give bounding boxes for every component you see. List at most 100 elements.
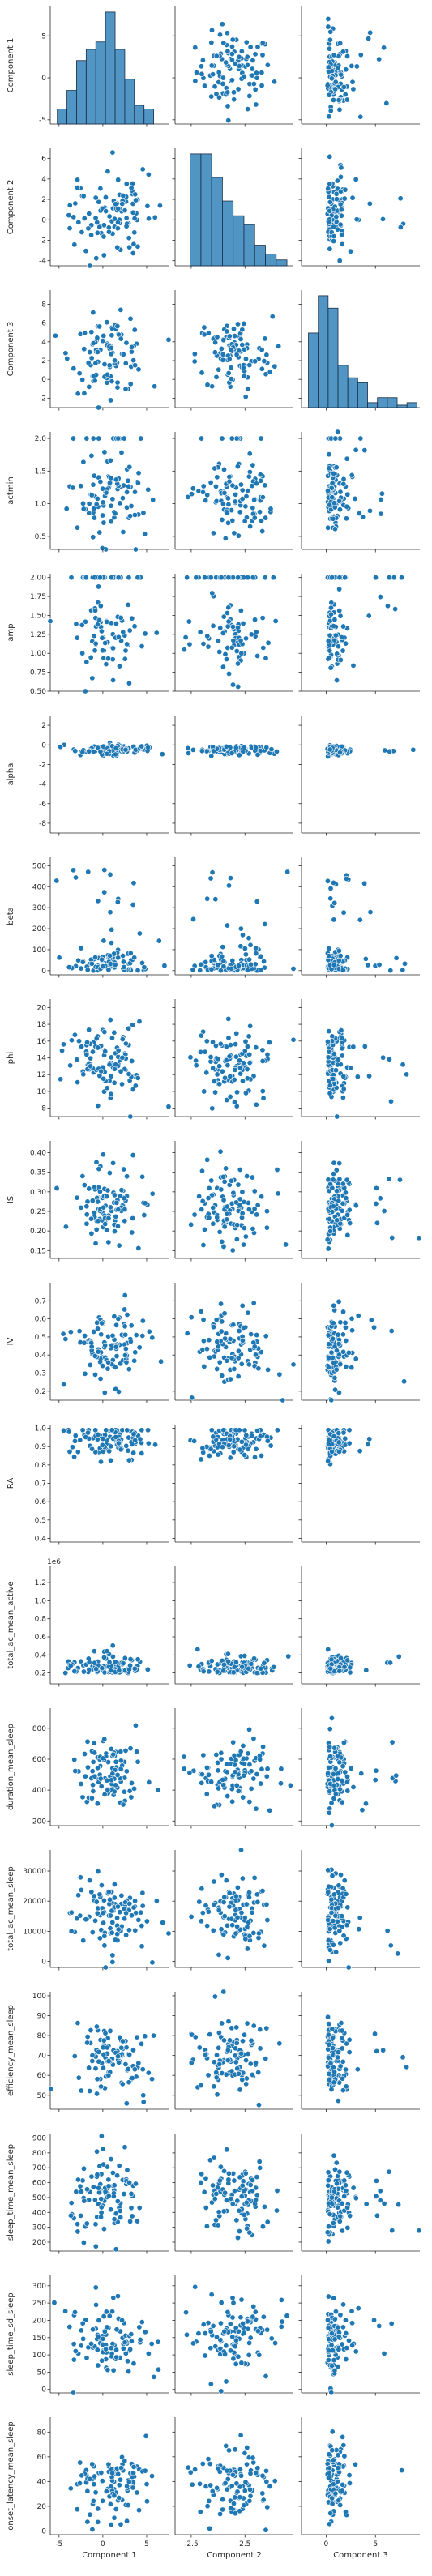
scatter-point bbox=[98, 2133, 105, 2139]
scatter-point bbox=[134, 2034, 140, 2040]
scatter-point bbox=[227, 875, 233, 882]
histogram-bar bbox=[105, 11, 116, 125]
scatter-point bbox=[237, 1202, 243, 1208]
scatter-point bbox=[363, 1667, 370, 1673]
scatter-point bbox=[126, 483, 132, 489]
scatter-point bbox=[264, 1051, 271, 1057]
scatter-point bbox=[386, 575, 392, 581]
scatter-point bbox=[60, 1331, 66, 1337]
scatter-point bbox=[211, 1901, 217, 1907]
scatter-point bbox=[229, 517, 236, 523]
scatter-point bbox=[186, 641, 193, 647]
scatter-point bbox=[248, 1785, 254, 1792]
scatter-point bbox=[85, 360, 92, 366]
scatter-point bbox=[259, 494, 266, 501]
scatter-point bbox=[131, 1357, 138, 1364]
scatter-point bbox=[234, 1923, 241, 1929]
scatter-point bbox=[251, 1188, 258, 1194]
scatter-point bbox=[325, 1245, 331, 1252]
scatter-point bbox=[246, 1890, 253, 1896]
scatter-point bbox=[331, 962, 337, 968]
scatter-point bbox=[325, 1646, 331, 1652]
scatter-point bbox=[253, 2060, 259, 2066]
scatter-point bbox=[326, 194, 332, 200]
scatter-point bbox=[79, 1794, 86, 1801]
scatter-point bbox=[122, 656, 128, 662]
scatter-point bbox=[207, 575, 214, 581]
scatter-point bbox=[329, 1033, 336, 1040]
scatter-point bbox=[83, 435, 90, 442]
scatter-point bbox=[237, 509, 243, 515]
panel-r6-c1 bbox=[172, 857, 297, 978]
scatter-point bbox=[96, 2185, 102, 2191]
scatter-point bbox=[130, 2047, 136, 2053]
y-axis-label: alpha bbox=[6, 763, 15, 786]
scatter-point bbox=[341, 1878, 348, 1884]
scatter-point bbox=[353, 216, 360, 223]
scatter-point bbox=[336, 53, 342, 59]
scatter-point bbox=[331, 470, 337, 476]
scatter-point bbox=[229, 435, 235, 442]
scatter-point bbox=[337, 953, 344, 959]
scatter-point bbox=[126, 627, 133, 634]
scatter-point bbox=[234, 1089, 241, 1096]
scatter-point bbox=[52, 332, 58, 339]
scatter-point bbox=[244, 967, 250, 973]
scatter-point bbox=[142, 531, 148, 537]
scatter-point bbox=[77, 1437, 83, 1443]
scatter-point bbox=[218, 1749, 225, 1756]
scatter-point bbox=[325, 186, 331, 192]
y-tick-label: 20000 bbox=[23, 1898, 46, 1906]
scatter-point bbox=[356, 511, 362, 517]
scatter-point bbox=[127, 2218, 134, 2224]
scatter-point bbox=[94, 2091, 101, 2097]
scatter-point bbox=[127, 381, 134, 387]
y-tick-label: 70 bbox=[37, 2053, 47, 2061]
scatter-point bbox=[216, 1081, 223, 1087]
scatter-point bbox=[332, 435, 339, 442]
scatter-point bbox=[101, 1654, 108, 1660]
scatter-point bbox=[153, 630, 160, 636]
scatter-point bbox=[199, 1910, 206, 1916]
scatter-point bbox=[259, 1766, 265, 1772]
scatter-point bbox=[331, 52, 337, 58]
scatter-point bbox=[250, 81, 257, 88]
scatter-point bbox=[327, 28, 334, 35]
scatter-point bbox=[118, 1187, 125, 1194]
scatter-point bbox=[95, 1218, 101, 1224]
scatter-point bbox=[92, 2221, 99, 2228]
y-tick-label: 8 bbox=[41, 301, 46, 309]
scatter-point bbox=[139, 1318, 146, 1324]
scatter-point bbox=[93, 1159, 100, 1165]
scatter-point bbox=[92, 1352, 98, 1359]
scatter-point bbox=[236, 1427, 242, 1433]
scatter-point bbox=[328, 1896, 335, 1903]
scatter-point bbox=[117, 500, 123, 506]
scatter-point bbox=[225, 89, 231, 96]
scatter-point bbox=[233, 745, 239, 751]
scatter-point bbox=[187, 1054, 194, 1061]
scatter-point bbox=[139, 643, 145, 650]
scatter-point bbox=[191, 351, 198, 357]
scatter-point bbox=[192, 78, 199, 84]
y-tick-label: 2.00 bbox=[30, 575, 46, 583]
scatter-point bbox=[82, 618, 88, 625]
scatter-point bbox=[112, 751, 118, 758]
scatter-point bbox=[325, 1364, 331, 1370]
scatter-point bbox=[66, 964, 72, 971]
scatter-point bbox=[218, 1756, 225, 1762]
scatter-point bbox=[245, 488, 251, 494]
scatter-point bbox=[339, 634, 345, 640]
scatter-point bbox=[122, 1346, 129, 1352]
scatter-point bbox=[109, 496, 116, 502]
scatter-point bbox=[238, 48, 245, 54]
scatter-point bbox=[231, 1752, 237, 1758]
scatter-point bbox=[225, 495, 231, 502]
scatter-point bbox=[336, 258, 343, 264]
y-tick-label: 0.20 bbox=[30, 1228, 46, 1236]
scatter-point bbox=[101, 1897, 107, 1903]
scatter-point bbox=[208, 1779, 215, 1785]
scatter-point bbox=[242, 1048, 248, 1054]
